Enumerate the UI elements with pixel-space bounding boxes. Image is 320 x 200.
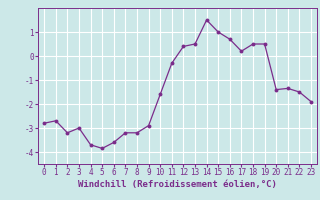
X-axis label: Windchill (Refroidissement éolien,°C): Windchill (Refroidissement éolien,°C) [78, 180, 277, 189]
